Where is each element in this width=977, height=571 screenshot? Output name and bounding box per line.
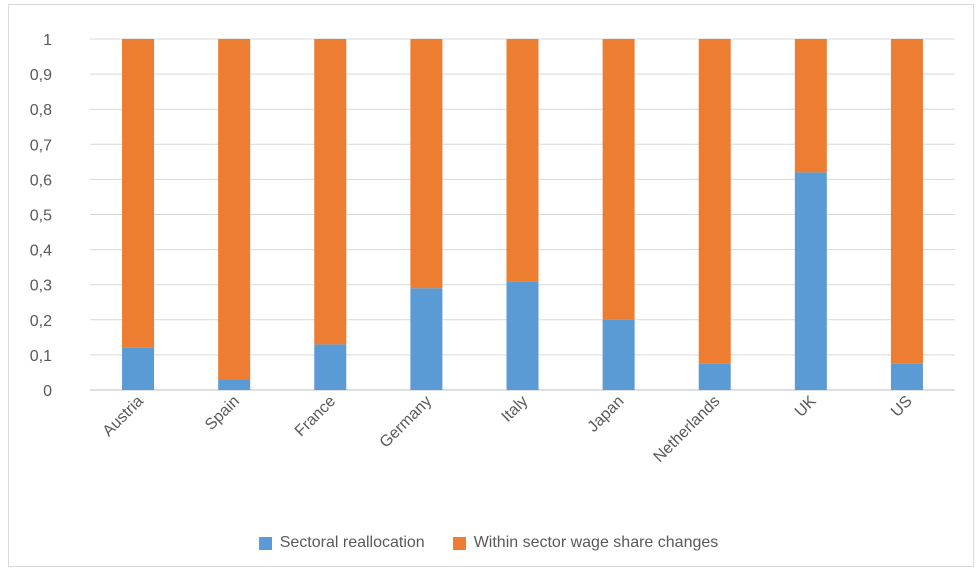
bars [122,39,923,390]
x-tick-label-austria: Austria [100,393,147,440]
x-axis-category-labels: Austria Spain France Germany Italy Japan Nethe… [100,393,916,466]
y-tick-label: 0,2 [30,313,52,330]
bar-within-sector-spain [218,39,251,380]
bar-within-sector-austria [122,39,155,348]
bar-within-sector-japan [602,39,635,320]
bar-within-sector-italy [506,39,539,282]
y-tick-label: 0,6 [30,172,52,189]
legend-label-within-sector: Within sector wage share changes [473,534,719,551]
bar-sectoral-reallocation-austria [122,347,155,390]
y-tick-label: 0,4 [30,243,52,260]
legend-item-within-sector: Within sector wage share changes [452,534,719,552]
x-tick-label-italy: Italy [499,393,532,426]
x-tick-label-spain: Spain [202,393,243,434]
y-tick-label: 1 [43,32,52,49]
bar-within-sector-france [314,39,347,345]
y-tick-label: 0,3 [30,278,52,295]
bar-sectoral-reallocation-netherlands [698,363,731,390]
bar-sectoral-reallocation-italy [506,281,539,390]
y-tick-label: 0,5 [30,208,52,225]
bar-sectoral-reallocation-germany [410,288,443,390]
y-tick-label: 0,8 [30,102,52,119]
bar-within-sector-netherlands [698,39,731,364]
bar-sectoral-reallocation-uk [794,172,827,390]
x-tick-label-uk: UK [792,393,820,421]
x-tick-label-germany: Germany [377,393,436,452]
x-tick-label-netherlands: Netherlands [651,393,724,466]
legend-label-sectoral-reallocation: Sectoral reallocation [279,534,425,551]
y-tick-label: 0 [43,383,52,400]
x-tick-label-japan: Japan [585,393,628,436]
bar-within-sector-us [890,39,923,364]
bar-sectoral-reallocation-spain [218,379,251,390]
legend-item-sectoral-reallocation: Sectoral reallocation [258,534,425,552]
legend-swatch-within-sector [452,536,466,550]
y-tick-label: 0,9 [30,67,52,84]
bar-sectoral-reallocation-france [314,344,347,390]
bar-sectoral-reallocation-japan [602,319,635,390]
legend-swatch-sectoral-reallocation [258,536,272,550]
legend: Sectoral reallocation Within sector wage… [0,528,977,558]
bar-within-sector-germany [410,39,443,289]
bar-sectoral-reallocation-us [890,363,923,390]
y-tick-label: 0,1 [30,348,52,365]
x-tick-label-us: US [888,393,916,421]
y-tick-label: 0,7 [30,137,52,154]
bar-within-sector-uk [794,39,827,173]
y-axis-tick-labels: 0 0,1 0,2 0,3 0,4 0,5 0,6 0,7 0,8 0,9 1 [30,32,52,400]
x-tick-label-france: France [292,393,339,440]
